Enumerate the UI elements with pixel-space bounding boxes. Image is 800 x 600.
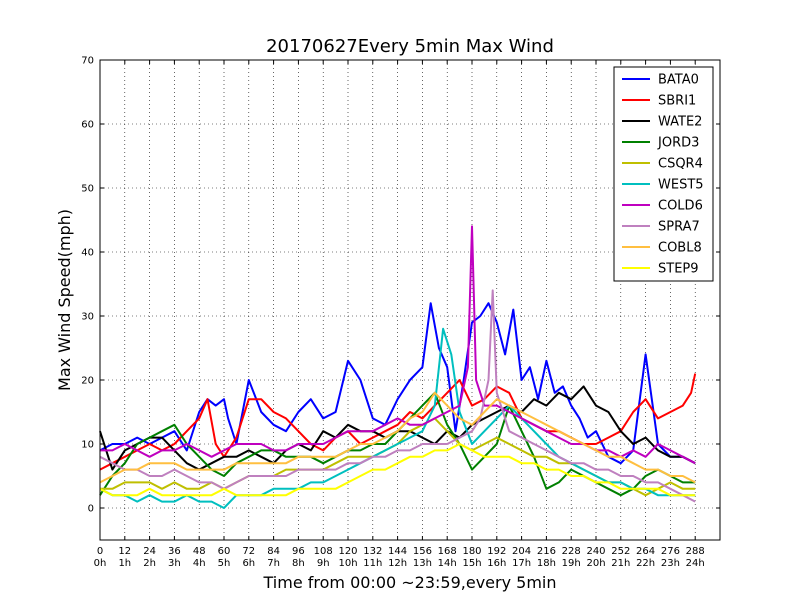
y-axis-label: Max Wind Speed(mph)	[55, 209, 74, 391]
x-tick-sublabel: 7h	[267, 558, 280, 569]
x-tick-label: 180	[462, 546, 481, 557]
y-tick-label: 10	[81, 440, 94, 451]
legend-entry: SPRA7	[658, 220, 700, 235]
x-tick-sublabel: 1h	[118, 558, 131, 569]
series-line-bata0	[99, 302, 696, 465]
x-tick-sublabel: 12h	[388, 558, 407, 569]
x-tick-label: 72	[242, 546, 255, 557]
x-tick-label: 228	[562, 546, 581, 557]
x-tick-sublabel: 8h	[292, 558, 305, 569]
y-tick-label: 50	[81, 184, 94, 195]
x-tick-sublabel: 11h	[363, 558, 382, 569]
x-tick-sublabel: 24h	[686, 558, 705, 569]
legend-entry: COBL8	[658, 241, 702, 256]
axis-ticks: 01020304050607000h121h242h363h484h605h72…	[81, 56, 720, 569]
series-line-cobl8	[99, 391, 696, 484]
x-tick-sublabel: 14h	[438, 558, 457, 569]
x-axis-label: Time from 00:00 ~23:59,every 5min	[263, 573, 557, 592]
legend-entry: COLD6	[658, 199, 703, 214]
legend-entry: CSQR4	[658, 157, 703, 172]
y-tick-label: 40	[81, 248, 94, 259]
x-tick-label: 48	[193, 546, 206, 557]
x-tick-label: 264	[636, 546, 655, 557]
x-tick-sublabel: 22h	[636, 558, 655, 569]
y-tick-label: 20	[81, 376, 94, 387]
x-tick-label: 24	[143, 546, 156, 557]
x-tick-label: 132	[363, 546, 382, 557]
x-tick-sublabel: 20h	[586, 558, 605, 569]
x-tick-label: 144	[388, 546, 407, 557]
legend-entry: WEST5	[658, 178, 704, 193]
x-tick-label: 108	[314, 546, 333, 557]
x-tick-label: 96	[292, 546, 305, 557]
x-tick-sublabel: 3h	[168, 558, 181, 569]
x-tick-sublabel: 10h	[338, 558, 357, 569]
x-tick-label: 216	[537, 546, 556, 557]
chart-title: 20170627Every 5min Max Wind	[266, 36, 554, 57]
x-tick-sublabel: 16h	[487, 558, 506, 569]
x-tick-label: 276	[661, 546, 680, 557]
x-tick-label: 60	[218, 546, 231, 557]
series-lines	[99, 225, 697, 509]
series-line-west5	[99, 327, 696, 509]
x-tick-label: 36	[168, 546, 181, 557]
x-tick-label: 12	[118, 546, 131, 557]
x-tick-sublabel: 21h	[611, 558, 630, 569]
series-line-step9	[99, 443, 696, 497]
x-tick-sublabel: 9h	[317, 558, 330, 569]
x-tick-label: 156	[413, 546, 432, 557]
legend-entry: SBRI1	[658, 94, 696, 109]
y-tick-label: 0	[88, 504, 94, 515]
legend-box	[613, 66, 714, 282]
y-tick-label: 30	[81, 312, 94, 323]
legend-entry: STEP9	[658, 262, 699, 277]
x-tick-sublabel: 5h	[218, 558, 231, 569]
x-tick-sublabel: 18h	[537, 558, 556, 569]
y-tick-label: 70	[81, 56, 94, 67]
x-tick-sublabel: 4h	[193, 558, 206, 569]
legend-entry: JORD3	[657, 136, 699, 151]
x-tick-sublabel: 6h	[242, 558, 255, 569]
legend-entry: BATA0	[658, 73, 699, 88]
series-line-sbri1	[99, 373, 697, 471]
x-tick-label: 168	[438, 546, 457, 557]
grid-lines	[99, 59, 720, 540]
x-tick-label: 240	[586, 546, 605, 557]
plot-area	[99, 59, 721, 541]
x-tick-sublabel: 23h	[661, 558, 680, 569]
y-tick-label: 60	[81, 120, 94, 131]
x-tick-sublabel: 19h	[562, 558, 581, 569]
x-tick-label: 204	[512, 546, 531, 557]
legend: BATA0 SBRI1 WATE2 JORD3 CSQR4 WEST5 COLD6 SPRA7…	[613, 66, 714, 282]
series-line-spra7	[99, 289, 696, 503]
legend-entry: WATE2	[658, 115, 702, 130]
x-tick-label: 288	[686, 546, 705, 557]
x-tick-sublabel: 2h	[143, 558, 156, 569]
x-tick-label: 252	[611, 546, 630, 557]
x-tick-sublabel: 17h	[512, 558, 531, 569]
x-tick-label: 84	[267, 546, 280, 557]
x-tick-label: 120	[338, 546, 357, 557]
x-tick-sublabel: 15h	[462, 558, 481, 569]
x-tick-label: 192	[487, 546, 506, 557]
x-tick-sublabel: 13h	[413, 558, 432, 569]
x-tick-sublabel: 0h	[94, 558, 107, 569]
x-tick-label: 0	[97, 546, 103, 557]
